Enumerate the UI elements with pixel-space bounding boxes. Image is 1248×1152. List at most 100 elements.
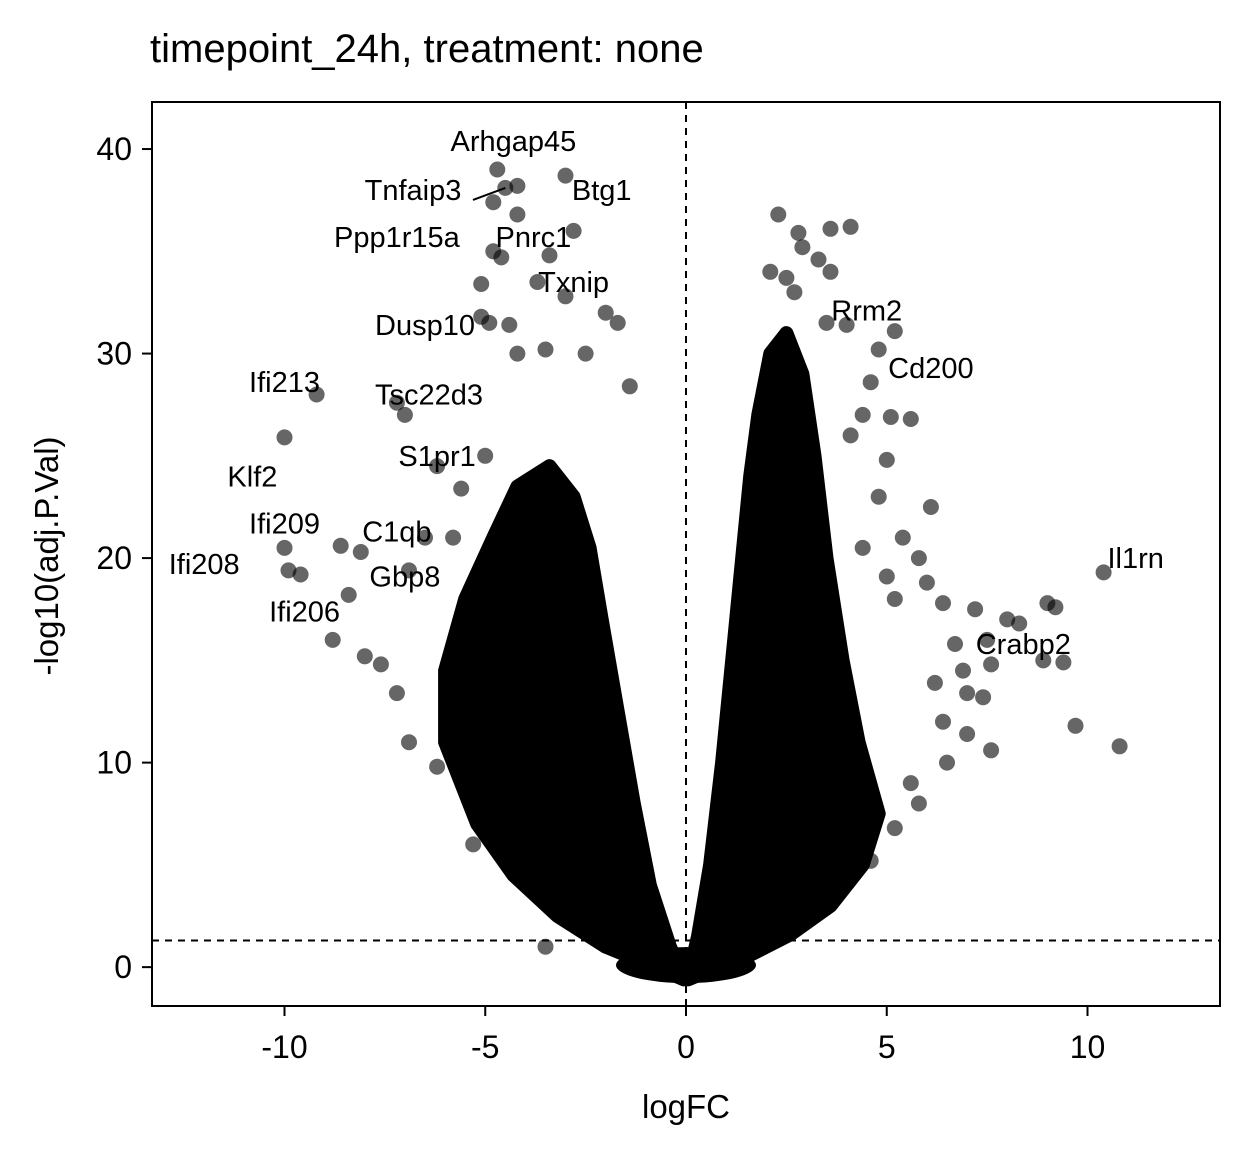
data-point: [918, 574, 935, 591]
data-point: [388, 394, 405, 411]
gene-label: Rrm2: [831, 296, 902, 328]
data-point: [276, 429, 293, 446]
data-point: [822, 220, 839, 237]
data-point: [1111, 738, 1128, 755]
data-point: [902, 775, 919, 792]
gene-label: Arhgap45: [451, 126, 577, 158]
data-point: [878, 568, 895, 585]
y-tick-label: 0: [114, 949, 132, 985]
data-point: [983, 742, 1000, 759]
data-point: [509, 177, 526, 194]
gene-label: Tsc22d3: [375, 380, 483, 412]
data-point: [489, 161, 506, 178]
gene-label: Crabp2: [976, 629, 1071, 661]
gene-label: S1pr1: [398, 441, 475, 473]
gene-label: Il1rn: [1107, 543, 1163, 575]
data-point: [778, 269, 795, 286]
gene-label: Ifi206: [269, 596, 340, 628]
data-point: [770, 206, 787, 223]
data-point: [967, 601, 984, 618]
data-point: [401, 734, 417, 751]
data-point: [922, 499, 939, 515]
data-point: [429, 458, 446, 475]
x-tick-label: 0: [677, 1029, 695, 1065]
data-point: [481, 314, 498, 331]
dense-gene-cloud: [438, 326, 886, 987]
gene-label: Dusp10: [375, 310, 475, 342]
data-point: [842, 427, 859, 444]
data-point: [453, 480, 470, 497]
data-point: [838, 316, 855, 333]
gene-label: Ifi208: [169, 549, 240, 581]
data-point: [501, 316, 518, 333]
data-point: [983, 656, 1000, 673]
data-point: [276, 539, 293, 556]
data-point: [352, 544, 369, 560]
data-point: [955, 662, 971, 679]
data-point: [509, 345, 526, 362]
data-point: [790, 224, 807, 241]
gene-labels: Arhgap45 Tnfaip3 Btg1 Ppp1r15a Pnrc1 Txnip Dus…: [169, 126, 1164, 661]
data-point: [878, 451, 895, 468]
x-tick-label: 10: [1070, 1029, 1106, 1065]
data-point: [429, 758, 446, 775]
data-point: [786, 284, 803, 301]
y-tick-label: 10: [96, 745, 132, 781]
gene-label: Pnrc1: [496, 222, 572, 254]
y-tick-label: 40: [96, 131, 132, 167]
data-point: [356, 648, 373, 665]
data-point: [1095, 564, 1112, 581]
data-point: [1011, 615, 1028, 632]
data-point: [388, 685, 405, 702]
data-point: [537, 341, 554, 358]
data-point: [862, 852, 879, 869]
gene-label: C1qb: [362, 517, 431, 549]
data-point: [910, 795, 927, 812]
data-point: [1067, 717, 1084, 734]
data-point: [975, 689, 992, 706]
gene-label: Btg1: [572, 175, 632, 207]
data-point: [621, 378, 638, 395]
y-tick-label: 30: [96, 336, 132, 372]
threshold-lines: [152, 102, 1220, 1006]
data-point: [939, 754, 955, 771]
data-point: [870, 488, 887, 505]
label-leader-line: [472, 186, 506, 201]
data-point: [332, 537, 349, 554]
data-point: [417, 529, 433, 546]
data-point: [854, 539, 871, 556]
data-point: [886, 591, 903, 607]
data-point: [577, 345, 594, 362]
data-point: [902, 411, 919, 427]
data-point: [762, 263, 779, 280]
data-point: [862, 374, 879, 391]
gene-label: Tnfaip3: [365, 175, 462, 207]
data-point: [477, 447, 494, 464]
data-point: [324, 631, 341, 648]
x-tick-label: 5: [878, 1029, 896, 1065]
data-point: [557, 167, 574, 184]
data-point: [935, 713, 951, 730]
y-tick-label: 20: [96, 540, 132, 576]
data-point: [999, 611, 1016, 628]
data-point: [886, 323, 903, 340]
axis-ticks: -10 -5 0 5 10 0 10 20 30 40: [96, 131, 1105, 1065]
data-point: [1055, 654, 1072, 671]
data-point: [445, 529, 462, 546]
data-points: [276, 161, 1128, 955]
data-point: [509, 206, 526, 223]
x-tick-label: -10: [261, 1029, 307, 1065]
data-point: [308, 386, 325, 403]
gene-label: Ppp1r15a: [334, 222, 461, 254]
data-point: [340, 586, 357, 603]
data-point: [372, 656, 389, 673]
data-point: [794, 239, 811, 256]
data-point: [959, 685, 976, 702]
gene-label: Klf2: [227, 461, 277, 493]
data-point: [557, 288, 574, 305]
data-point: [565, 222, 582, 239]
chart-title: timepoint_24h, treatment: none: [150, 27, 704, 71]
data-point: [473, 276, 490, 292]
data-point: [401, 562, 417, 579]
